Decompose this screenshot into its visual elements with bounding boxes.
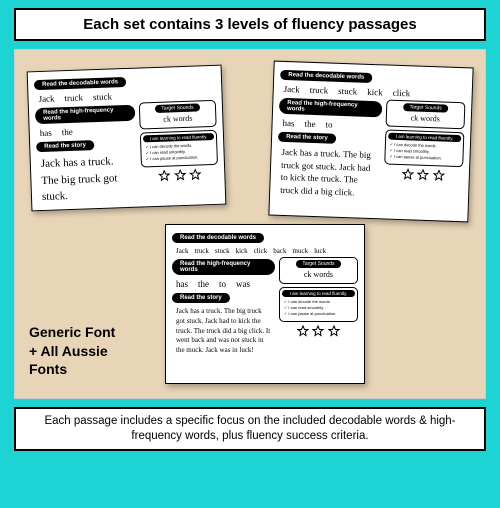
star-icon <box>158 169 170 181</box>
font-label: Generic Font + All Aussie Fonts <box>29 323 115 378</box>
star-icon <box>312 324 324 336</box>
decodable-header: Read the decodable words <box>34 77 126 90</box>
target-sounds-box: Target Sounds ck words <box>385 100 465 130</box>
stars-row <box>141 167 218 186</box>
star-icon <box>433 168 445 180</box>
star-icon <box>328 324 340 336</box>
hfw-words: has the <box>36 123 136 140</box>
story-header: Read the story <box>36 140 94 152</box>
star-icon <box>417 168 429 180</box>
story-header: Read the story <box>172 293 230 303</box>
stars-row <box>279 324 358 340</box>
story-header: Read the story <box>278 132 336 144</box>
top-banner: Each set contains 3 levels of fluency pa… <box>14 8 486 41</box>
hfw-words: has the to <box>278 116 381 134</box>
bottom-banner: Each passage includes a specific focus o… <box>14 407 486 451</box>
main-display-area: Read the decodable words Jack truck stuc… <box>14 49 486 399</box>
stars-row <box>383 166 463 185</box>
star-icon <box>401 167 413 179</box>
worksheet-level-3: Read the decodable words Jack truck stuc… <box>165 224 365 384</box>
hfw-header: Read the high-frequency words <box>279 98 382 118</box>
story-text: Jack has a truck. The big truck got stuc… <box>37 151 139 208</box>
story-text: Jack has a truck. The big truck got stuc… <box>276 144 381 202</box>
story-text: Jack has a truck. The big truck got stuc… <box>172 305 275 358</box>
star-icon <box>297 324 309 336</box>
hfw-words: has the to was <box>172 277 275 291</box>
hfw-header: Read the high-frequency words <box>172 259 275 275</box>
star-icon <box>189 167 201 179</box>
bottom-banner-text: Each passage includes a specific focus o… <box>44 415 455 442</box>
decodable-words: Jack truck stuck kick click back muck lu… <box>172 245 358 257</box>
target-sounds-box: Target Sounds ck words <box>139 100 217 130</box>
top-banner-text: Each set contains 3 levels of fluency pa… <box>83 16 416 33</box>
learning-box: I am learning to read fluently. ✓ I can … <box>279 287 358 322</box>
worksheet-level-1: Read the decodable words Jack truck stuc… <box>27 65 227 212</box>
hfw-header: Read the high-frequency words <box>35 105 136 124</box>
star-icon <box>174 168 186 180</box>
worksheet-level-2: Read the decodable words Jack truck stuc… <box>268 61 473 223</box>
decodable-header: Read the decodable words <box>172 233 264 243</box>
learning-box: I am learning to read fluently. ✓ I can … <box>140 130 218 168</box>
decodable-header: Read the decodable words <box>280 70 372 83</box>
target-sounds-box: Target Sounds ck words <box>279 257 358 284</box>
learning-box: I am learning to read fluently. ✓ I can … <box>384 129 464 167</box>
